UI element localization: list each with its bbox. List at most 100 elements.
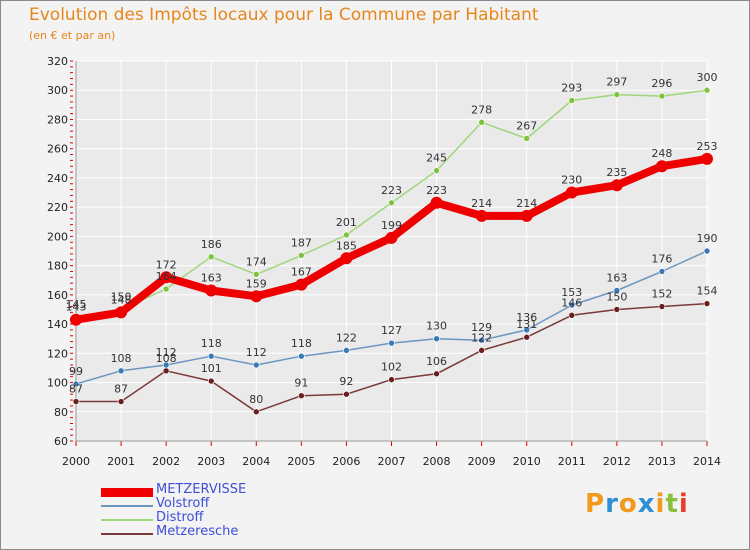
data-label: 154 xyxy=(697,285,718,298)
data-label: 267 xyxy=(516,119,537,132)
y-tick-label: 220 xyxy=(47,201,68,214)
data-point-volstroff xyxy=(252,361,260,369)
data-point-metzervisse xyxy=(565,186,578,199)
data-label: 253 xyxy=(697,140,718,153)
x-tick-label: 2011 xyxy=(558,455,586,468)
data-label: 297 xyxy=(606,76,627,89)
data-label: 278 xyxy=(471,103,492,116)
data-label: 164 xyxy=(156,270,177,283)
series-layer xyxy=(70,86,713,416)
data-point-distroff xyxy=(613,91,621,98)
logo-letter: r xyxy=(605,489,619,519)
data-point-distroff xyxy=(298,252,305,259)
data-label: 122 xyxy=(471,331,492,344)
data-label: 102 xyxy=(381,361,402,374)
x-tick-label: 2007 xyxy=(378,455,406,468)
data-point-metzervisse xyxy=(475,209,488,222)
data-label: 176 xyxy=(651,252,672,265)
y-tick-label: 240 xyxy=(47,172,68,185)
data-label: 163 xyxy=(201,271,222,284)
data-point-volstroff xyxy=(343,347,350,354)
y-tick-label: 280 xyxy=(47,113,68,126)
x-tick-label: 2005 xyxy=(287,455,315,468)
data-label: 245 xyxy=(426,152,447,165)
data-label: 190 xyxy=(697,232,718,245)
data-label: 185 xyxy=(336,239,357,252)
data-point-metzeresche xyxy=(658,303,666,310)
data-label: 296 xyxy=(651,77,672,90)
data-point-metzeresche xyxy=(343,390,350,398)
data-label: 118 xyxy=(201,337,222,350)
data-label: 172 xyxy=(156,258,177,271)
data-point-distroff xyxy=(478,119,485,126)
logo-letter: x xyxy=(637,489,656,519)
data-point-metzervisse xyxy=(250,290,263,303)
legend-item-metzeresche: Metzeresche xyxy=(101,524,341,541)
legend-label: Volstroff xyxy=(156,496,210,511)
data-point-distroff xyxy=(523,135,531,142)
data-label: 223 xyxy=(426,184,447,197)
data-point-metzervisse xyxy=(385,231,398,244)
x-tick-label: 2013 xyxy=(648,455,676,468)
data-label: 92 xyxy=(339,375,353,388)
y-tick-label: 160 xyxy=(47,289,68,302)
x-tick-label: 2004 xyxy=(242,455,270,468)
data-label: 87 xyxy=(114,383,128,396)
chart-subtitle: (en € et par an) xyxy=(29,29,116,42)
y-tick-label: 80 xyxy=(54,406,68,419)
data-label: 112 xyxy=(246,346,267,359)
y-tick-label: 120 xyxy=(47,347,68,360)
data-label: 145 xyxy=(66,298,87,311)
data-label: 131 xyxy=(516,318,537,331)
data-point-volstroff xyxy=(117,367,125,375)
data-point-metzervisse xyxy=(115,306,128,319)
y-tick-label: 320 xyxy=(47,55,68,68)
legend-swatch xyxy=(101,487,153,497)
data-label: 201 xyxy=(336,216,357,229)
proxiti-logo: Proxiti xyxy=(585,489,689,519)
data-point-metzervisse xyxy=(655,160,668,173)
data-point-metzervisse xyxy=(205,284,218,297)
data-label: 230 xyxy=(561,174,582,187)
x-tick-label: 2009 xyxy=(468,455,496,468)
data-point-volstroff xyxy=(207,352,215,360)
data-label: 108 xyxy=(111,352,132,365)
legend-swatch xyxy=(101,533,153,535)
data-point-metzervisse xyxy=(520,209,533,222)
data-point-metzervisse xyxy=(430,196,443,209)
data-point-distroff xyxy=(703,86,711,94)
y-tick-label: 300 xyxy=(47,84,68,97)
data-label: 143 xyxy=(66,301,87,314)
data-point-volstroff xyxy=(703,247,711,255)
data-point-volstroff xyxy=(523,326,531,334)
data-label: 112 xyxy=(156,346,177,359)
data-label: 127 xyxy=(381,324,402,337)
y-tick-label: 180 xyxy=(47,260,68,273)
data-label: 122 xyxy=(336,331,357,344)
data-point-metzervisse xyxy=(160,271,173,284)
legend-item-metzervisse: METZERVISSE xyxy=(101,482,341,499)
y-tick-label: 60 xyxy=(54,435,68,448)
data-point-volstroff xyxy=(298,352,305,360)
data-point-metzeresche xyxy=(433,370,440,378)
data-point-volstroff xyxy=(72,380,80,388)
data-point-metzeresche xyxy=(162,367,170,375)
y-tick-label: 140 xyxy=(47,318,68,331)
data-label: 300 xyxy=(697,71,718,84)
logo-letter: i xyxy=(655,489,666,519)
logo-letter: i xyxy=(678,489,689,519)
data-label: 186 xyxy=(201,238,222,251)
data-point-distroff xyxy=(433,167,440,174)
data-point-distroff xyxy=(207,253,215,261)
data-point-metzervisse xyxy=(340,252,353,265)
data-label: 187 xyxy=(291,236,312,249)
data-point-metzeresche xyxy=(478,347,485,354)
data-label: 108 xyxy=(156,352,177,365)
data-label: 130 xyxy=(426,320,447,333)
data-label: 91 xyxy=(294,377,308,390)
data-point-volstroff xyxy=(658,268,666,275)
legend-swatch xyxy=(101,505,153,507)
data-label: 152 xyxy=(651,288,672,301)
logo-letter: o xyxy=(618,489,638,519)
